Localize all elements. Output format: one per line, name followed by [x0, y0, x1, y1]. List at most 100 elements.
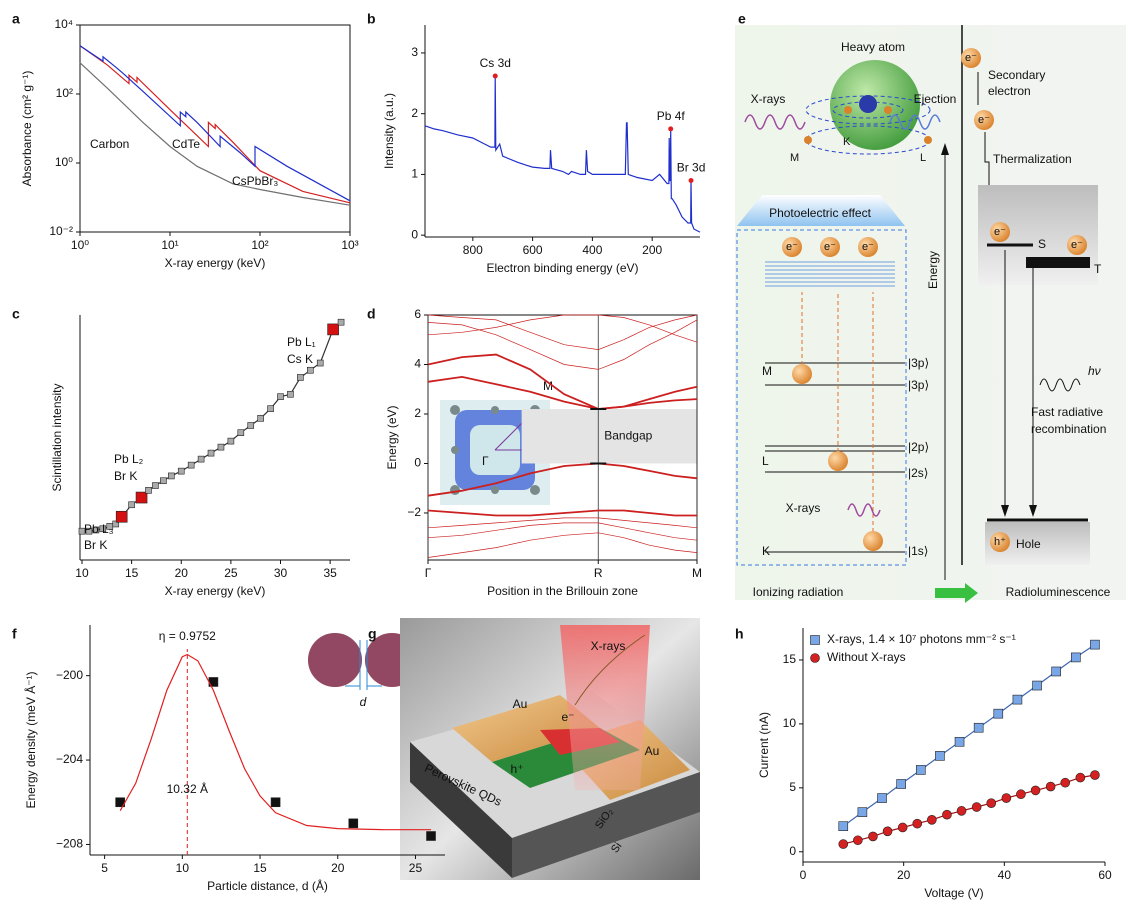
series-line: [427, 532, 698, 558]
process-arrow: [935, 583, 978, 603]
peak-label: Br 3d: [677, 161, 706, 175]
point: [857, 807, 868, 817]
x-tick-label: 800: [463, 243, 483, 257]
panel-label: h: [735, 626, 744, 642]
point: [1030, 785, 1041, 796]
electrode: [452, 695, 600, 762]
label: Heavy atom: [841, 40, 905, 54]
x-tick-label: 10²: [251, 238, 268, 252]
annotation: Pb L₃: [84, 522, 114, 536]
y-tick-label: 4: [414, 357, 421, 371]
y-tick-label: 1: [411, 167, 418, 181]
point: [1060, 777, 1071, 788]
point: [935, 751, 945, 761]
legend-label: X-rays, 1.4 × 10⁷ photons mm⁻² s⁻¹: [827, 632, 1016, 646]
point: [1090, 770, 1100, 780]
panel-label: e: [738, 11, 746, 27]
point: [277, 393, 284, 400]
point: [1071, 652, 1081, 663]
label: Thermalization: [993, 152, 1072, 166]
point: [85, 527, 93, 535]
series-label: Carbon: [90, 137, 129, 151]
substrate-side: [410, 742, 512, 878]
annotation: Br K: [114, 469, 137, 483]
nucleus: [859, 95, 877, 113]
peak-label: Pb 4f: [657, 109, 686, 123]
panel-g: g X-rays Au e⁻ Au h⁺ Perovskite QDs SiO₂…: [368, 618, 700, 880]
point: [896, 779, 906, 789]
y-tick-label: 0: [411, 227, 418, 241]
point: [78, 527, 86, 535]
point: [868, 831, 878, 842]
point: [135, 491, 148, 504]
y-tick-label: 10²: [56, 86, 73, 100]
electron: [858, 237, 878, 257]
label: e⁻: [1071, 239, 1083, 251]
x-tick-label: 10¹: [161, 238, 178, 252]
legend-label: Without X-rays: [827, 650, 906, 664]
series-line: [427, 353, 698, 410]
label: X-rays: [751, 92, 786, 106]
point: [145, 487, 152, 494]
electron: [782, 237, 802, 257]
label: Ejection: [914, 92, 957, 106]
point: [882, 826, 893, 837]
electron: [961, 48, 981, 68]
point: [247, 422, 255, 429]
point: [1032, 680, 1042, 691]
y-tick-label: −2: [407, 505, 421, 519]
point: [993, 708, 1004, 719]
panel-label: f: [12, 626, 17, 642]
label: e⁻: [978, 114, 990, 126]
transitions: [801, 292, 874, 532]
point: [115, 510, 128, 523]
y-tick-label: 2: [414, 406, 421, 420]
x-tick-label: 200: [642, 243, 662, 257]
annotation: Br K: [84, 538, 107, 552]
arrow-head: [941, 143, 949, 155]
label: K: [762, 544, 770, 558]
annotation: Cs K: [287, 352, 313, 366]
point: [297, 374, 304, 381]
label: M: [790, 152, 799, 164]
x-axis-label: Voltage (V): [924, 886, 983, 900]
point: [1001, 793, 1012, 803]
point: [177, 467, 185, 475]
series-line: [427, 509, 697, 517]
point: [838, 839, 849, 849]
x-tick-label: 20: [175, 566, 189, 580]
x-ray-beam: [560, 625, 650, 790]
label: S: [1038, 237, 1046, 251]
point: [270, 797, 281, 808]
peak-label: Cs 3d: [480, 56, 511, 70]
gap-label: Bandgap: [604, 428, 652, 442]
wire: [574, 634, 646, 706]
plot-frame: [79, 24, 351, 233]
label: X-rays: [786, 501, 821, 515]
point: [912, 818, 923, 829]
x-tick-label: M: [692, 566, 702, 580]
photoelectric-trapezoid: [737, 195, 905, 226]
point: [426, 831, 436, 841]
label: Energy: [926, 251, 940, 289]
series-label: CdTe: [172, 137, 200, 151]
y-axis-label: Intensity (a.u.): [382, 93, 396, 169]
series-line: [427, 462, 698, 497]
point: [168, 472, 175, 480]
point: [838, 821, 849, 831]
y-tick-label: 15: [783, 652, 797, 666]
series-line: [427, 314, 698, 343]
label: e⁻: [965, 52, 977, 64]
label: h⁺: [510, 762, 523, 776]
label: K: [843, 136, 851, 148]
point: [348, 818, 359, 829]
point: [327, 323, 339, 336]
x-tick-label: 15: [125, 566, 139, 580]
x-axis-label: Position in the Brillouin zone: [487, 584, 638, 598]
electron: [1067, 235, 1087, 255]
electron: [990, 222, 1010, 242]
label: Fast radiative: [1031, 405, 1103, 419]
panel-e: e Heavy atom X-rays Ejection K M L Photo…: [735, 11, 1126, 603]
x-tick-label: 20: [897, 868, 911, 882]
y-tick-label: 10⁰: [55, 155, 73, 169]
